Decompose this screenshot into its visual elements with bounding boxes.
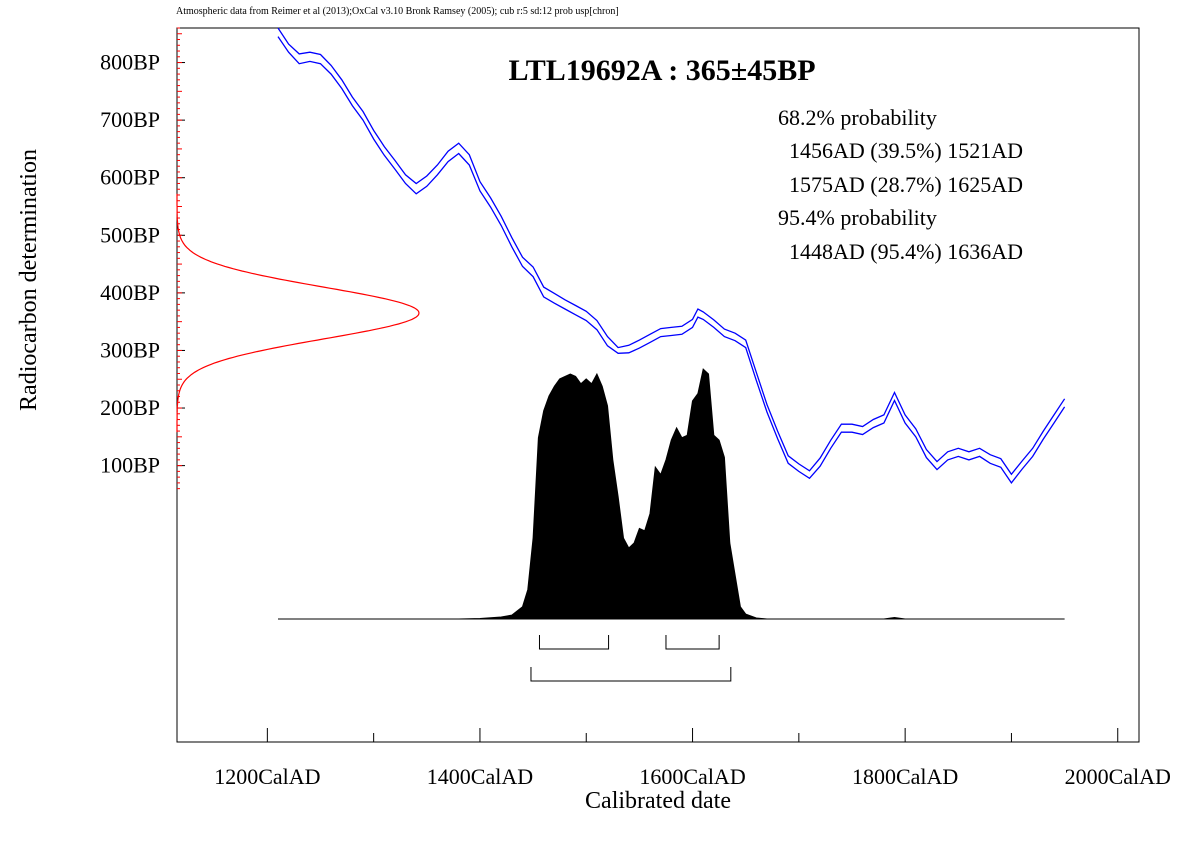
x-tick-label: 2000CalAD (1065, 764, 1171, 789)
result-line: 1456AD (39.5%) 1521AD (778, 138, 1023, 163)
y-tick-label: 800BP (100, 50, 160, 75)
chart-header: Atmospheric data from Reimer et al (2013… (176, 6, 619, 17)
chart-title: LTL19692A : 365±45BP (508, 54, 815, 87)
x-tick-label: 1400CalAD (427, 764, 533, 789)
probability-distribution (278, 368, 1065, 620)
y-tick-label: 300BP (100, 337, 160, 362)
x-tick-label: 1600CalAD (639, 764, 745, 789)
y-axis: 100BP 200BP 300BP 400BP 500BP 600BP 700BP 800BP (100, 50, 185, 478)
y-tick-label: 600BP (100, 165, 160, 190)
y-minor-ticks (177, 27, 182, 490)
radiocarbon-distribution (176, 193, 420, 433)
range-bar (530, 667, 732, 682)
x-tick-label: 1800CalAD (852, 764, 958, 789)
y-axis-label: Radiocarbon determination (16, 149, 42, 411)
y-tick-label: 400BP (100, 280, 160, 305)
results-block: 68.2% probability 1456AD (39.5%) 1521AD … (778, 105, 1023, 264)
result-line: 1575AD (28.7%) 1625AD (778, 172, 1023, 197)
y-tick-label: 700BP (100, 107, 160, 132)
result-line: 68.2% probability (778, 105, 937, 130)
y-tick-label: 500BP (100, 222, 160, 247)
calibration-curve-lower (277, 36, 1066, 485)
range-bar (538, 635, 610, 650)
x-axis-label: Calibrated date (585, 788, 731, 814)
result-line: 1448AD (95.4%) 1636AD (778, 239, 1023, 264)
x-tick-label: 1200CalAD (214, 764, 320, 789)
y-tick-label: 200BP (100, 395, 160, 420)
probability-range-bars (530, 635, 732, 682)
calibration-curve-upper (277, 27, 1066, 476)
y-tick-label: 100BP (100, 453, 160, 478)
plot-frame (176, 27, 1140, 743)
result-line: 95.4% probability (778, 205, 937, 230)
range-bar (665, 635, 720, 650)
x-axis: 1200CalAD 1400CalAD 1600CalAD 1800CalAD 2000… (214, 728, 1171, 789)
